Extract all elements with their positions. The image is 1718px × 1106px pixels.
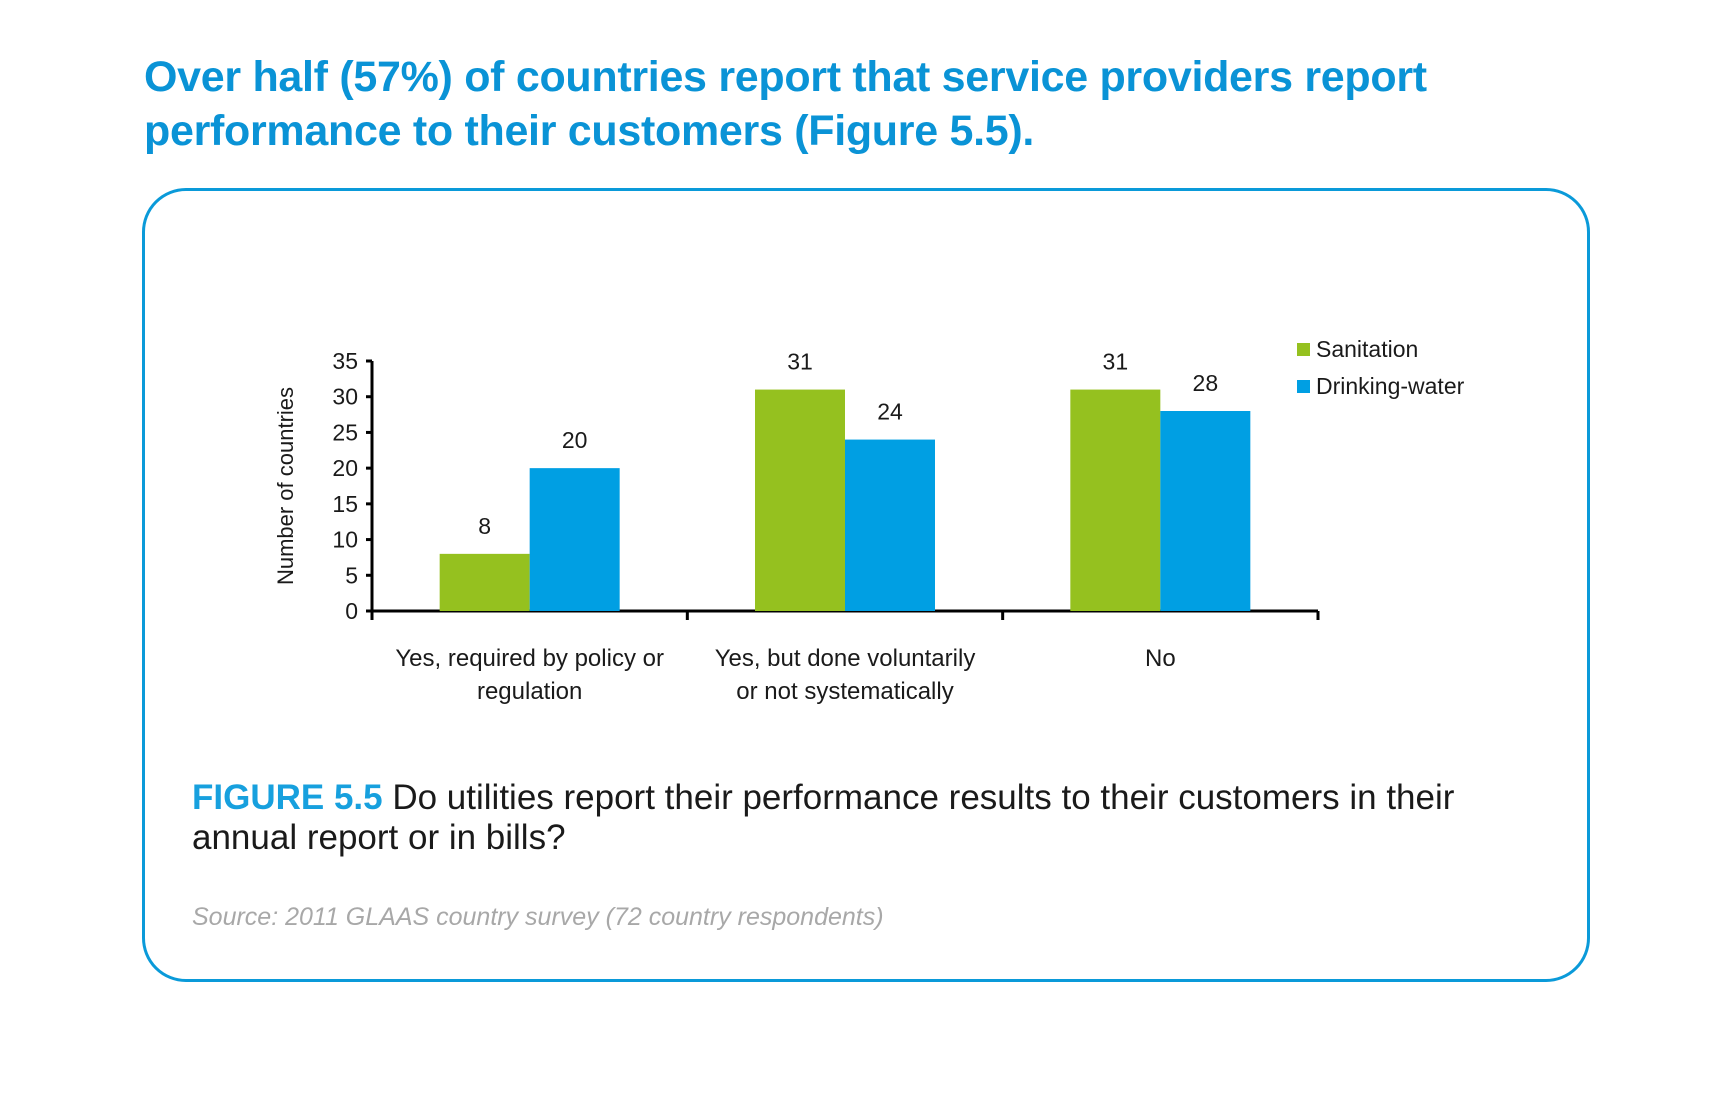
figure-panel	[142, 188, 1590, 982]
legend-label: Drinking-water	[1316, 373, 1465, 399]
headline: Over half (57%) of countries report that…	[144, 53, 1427, 155]
y-tick-label: 5	[345, 562, 358, 588]
bars	[439, 389, 1251, 611]
category-label: regulation	[477, 678, 582, 705]
bar-drinking-water	[529, 468, 620, 611]
y-tick-label: 10	[332, 527, 358, 553]
bar-sanitation	[1070, 389, 1161, 611]
data-label: 20	[562, 427, 588, 453]
y-tick-label: 0	[345, 598, 358, 624]
figure-caption: FIGURE 5.5 Do utilities report their per…	[192, 778, 1562, 858]
category-label: or not systematically	[736, 678, 953, 705]
y-axis: 0 5 10 15 20 25 30 35	[332, 348, 374, 624]
y-tick-label: 25	[332, 419, 358, 445]
category-labels: Yes, required by policy or regulation Yes,…	[395, 645, 1175, 705]
caption-text: Do utilities report their performance re…	[192, 778, 1455, 857]
legend-swatch	[1297, 343, 1310, 356]
bar-chart: 0 5 10 15 20 25 30 35 8 20 31 24 31 28 Yes, required…	[273, 336, 1465, 705]
data-labels: 8 20 31 24 31 28	[478, 349, 1218, 539]
data-label: 8	[478, 513, 491, 539]
figure-label: FIGURE 5.5	[192, 778, 383, 817]
y-tick-label: 35	[332, 348, 358, 374]
y-tick-label: 20	[332, 455, 358, 481]
data-label: 28	[1193, 370, 1219, 396]
data-label: 31	[1103, 349, 1129, 375]
y-tick-label: 15	[332, 491, 358, 517]
y-axis-label: Number of countries	[273, 387, 298, 585]
legend-label: Sanitation	[1316, 336, 1418, 362]
category-label: Yes, but done voluntarily	[715, 645, 976, 672]
legend: Sanitation Drinking-water	[1297, 336, 1465, 399]
data-label: 31	[787, 349, 813, 375]
bar-drinking-water	[845, 439, 935, 611]
bar-sanitation	[439, 553, 530, 611]
category-label: No	[1145, 645, 1176, 672]
bar-sanitation	[755, 389, 845, 611]
bar-drinking-water	[1160, 411, 1251, 611]
category-label: Yes, required by policy or	[395, 645, 664, 672]
legend-swatch	[1297, 380, 1310, 393]
source-note: Source: 2011 GLAAS country survey (72 co…	[192, 903, 884, 931]
x-axis	[370, 609, 1320, 620]
data-label: 24	[877, 399, 903, 425]
y-tick-label: 30	[332, 384, 358, 410]
